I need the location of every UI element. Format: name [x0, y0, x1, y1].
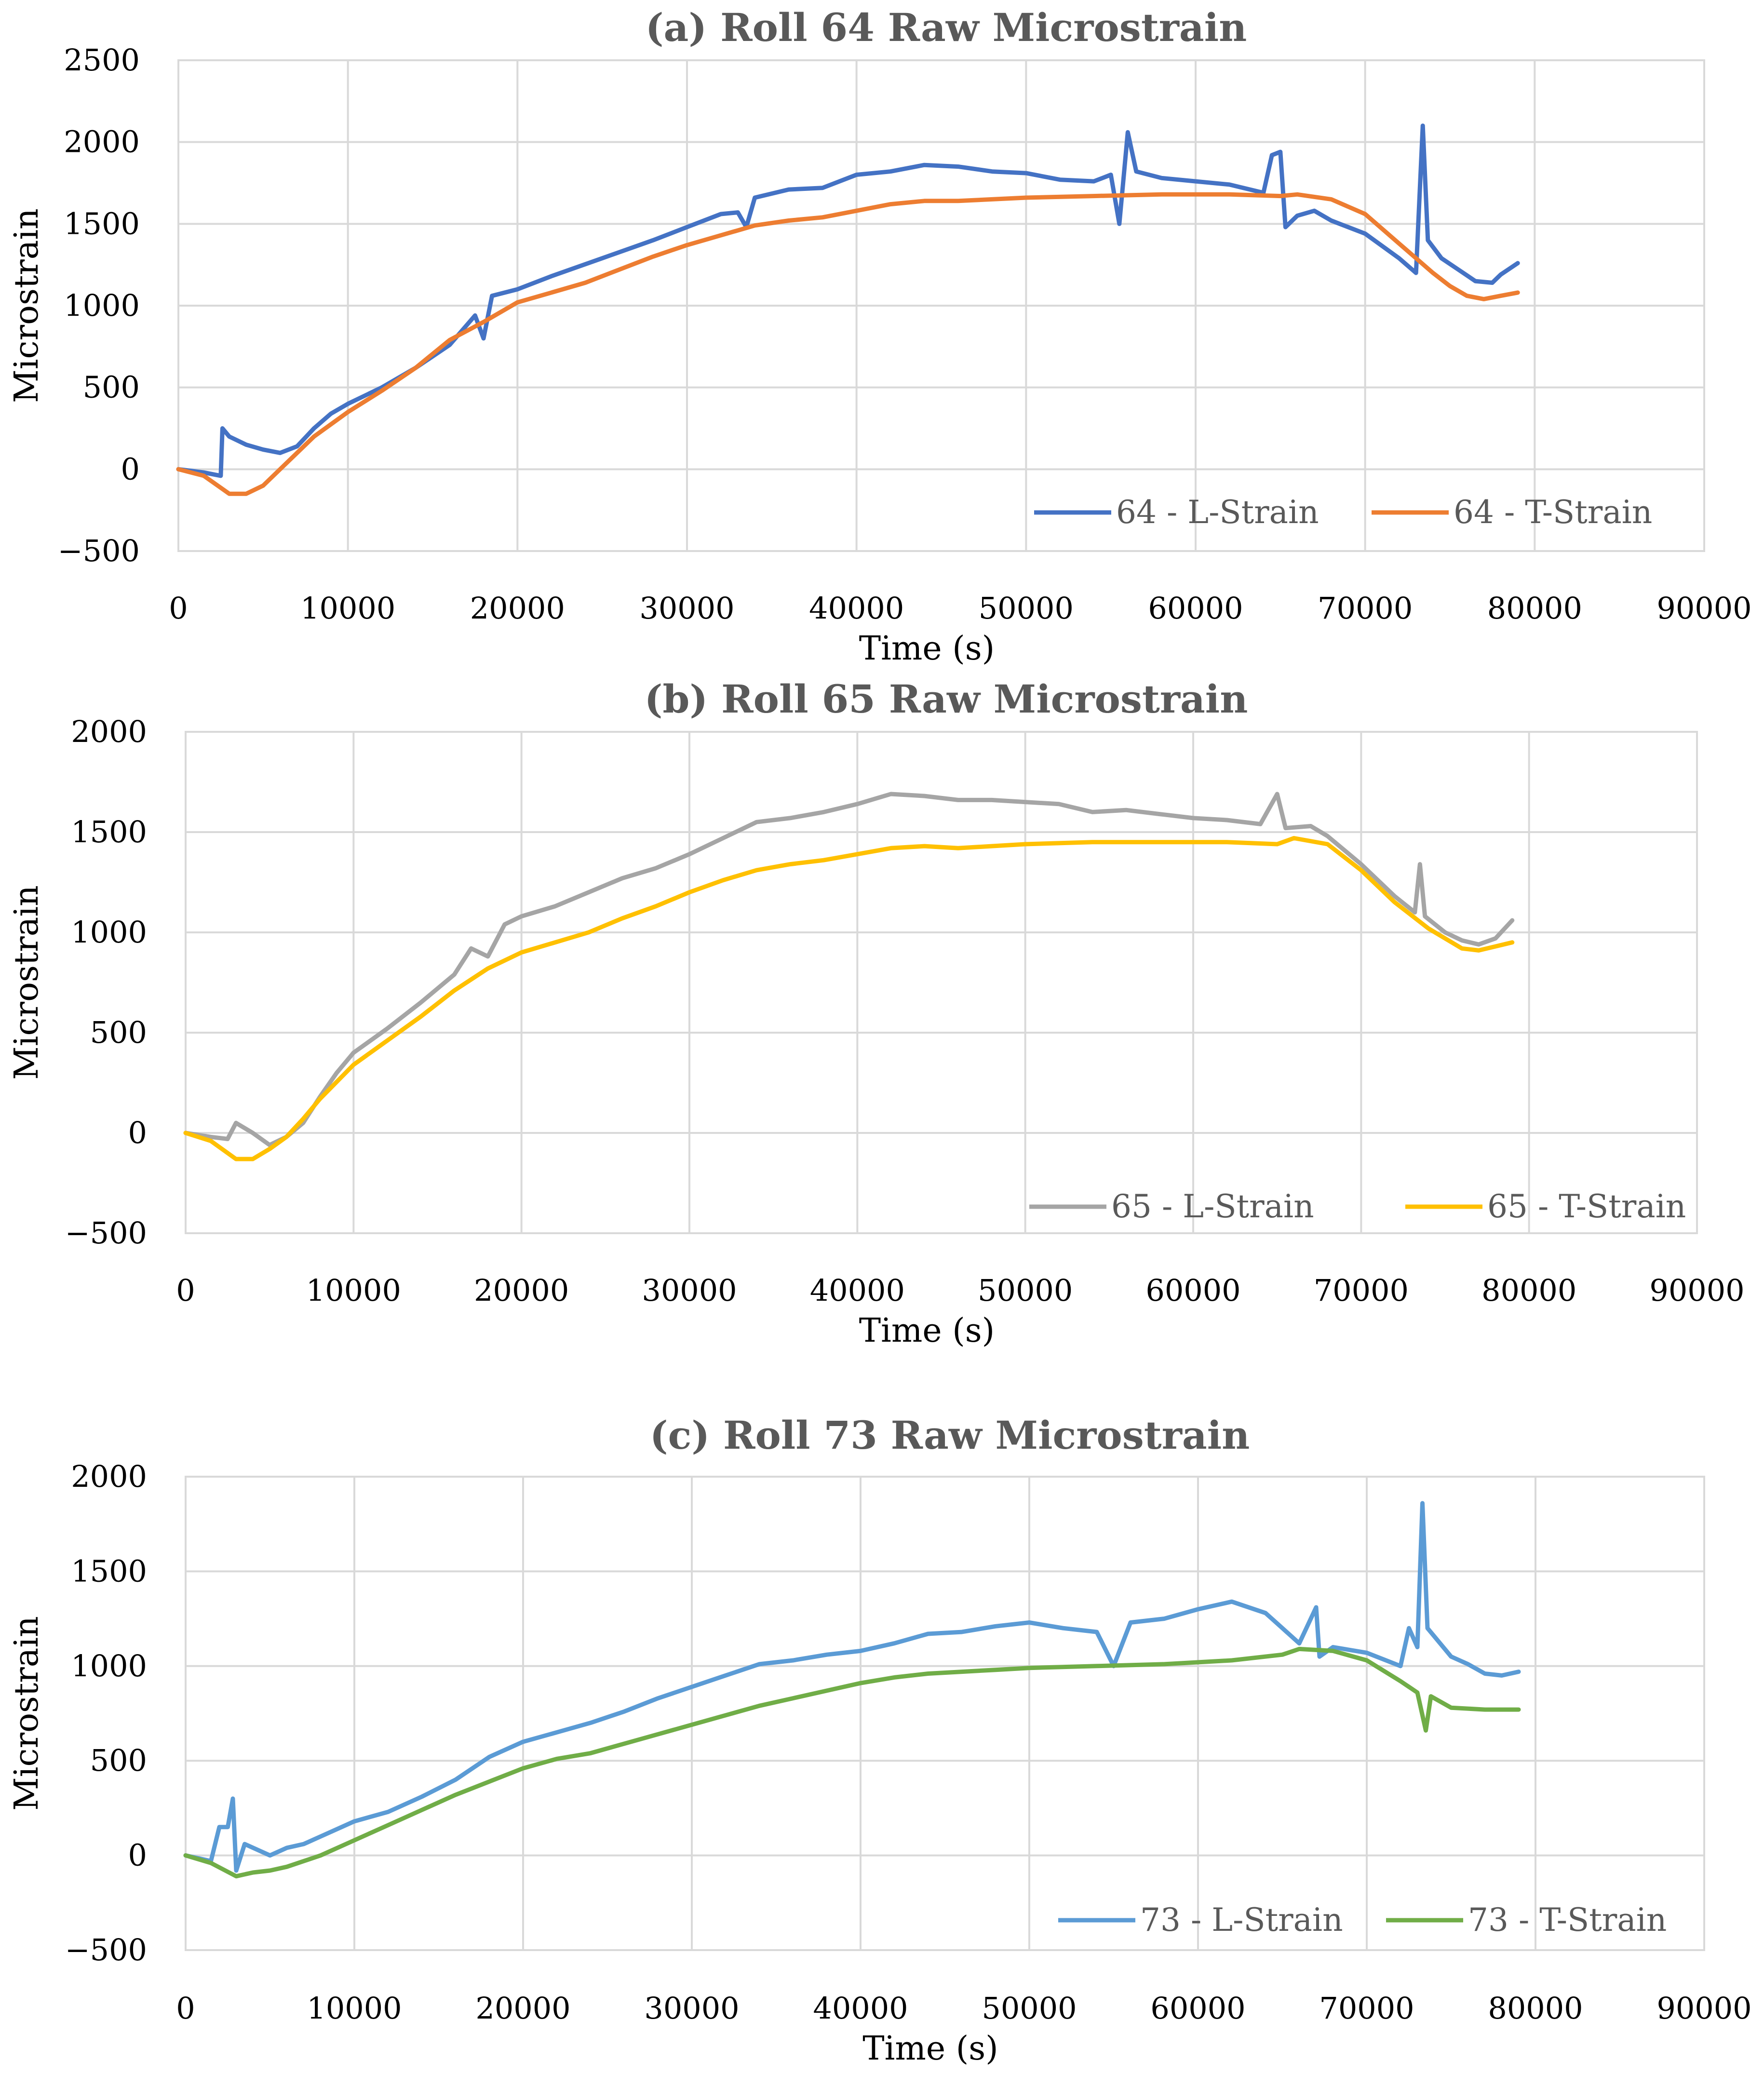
x-tick-label: 70000: [1318, 591, 1413, 626]
x-tick-label: 40000: [810, 1273, 905, 1308]
legend-label: 73 - T-Strain: [1468, 1901, 1667, 1939]
y-tick-label: −500: [65, 1215, 147, 1251]
x-tick-label: 20000: [475, 1991, 570, 2026]
x-tick-label: 0: [176, 1991, 195, 2026]
x-tick-label: 10000: [307, 1991, 402, 2026]
y-tick-label: 2000: [64, 124, 140, 160]
series-line-l-strain: [183, 1501, 1521, 1873]
series-line-t-strain: [176, 192, 1520, 496]
x-tick-label: 60000: [1150, 1991, 1245, 2026]
x-tick-label: 80000: [1481, 1273, 1576, 1308]
plot-area-frame: [185, 1476, 1705, 1951]
y-tick-label: 1500: [64, 206, 140, 241]
chart-panel-0: (a) Roll 64 Raw Microstrain 2500 2000 1500 1…: [8, 5, 1752, 668]
x-tick-label: 90000: [1649, 1273, 1744, 1308]
x-tick-label: 50000: [979, 591, 1074, 626]
y-tick-label: 0: [128, 1115, 147, 1150]
y-tick-label: 1000: [71, 1648, 147, 1683]
x-tick-label: 60000: [1145, 1273, 1240, 1308]
y-tick-label: 500: [90, 1015, 147, 1050]
x-tick-label: 10000: [306, 1273, 401, 1308]
x-tick-label: 30000: [644, 1991, 739, 2026]
y-tick-label: −500: [65, 1932, 147, 1967]
y-tick-label: 0: [128, 1838, 147, 1873]
chart-title: (c) Roll 73 Raw Microstrain: [650, 1413, 1250, 1458]
series-line-l-strain: [176, 123, 1520, 478]
x-tick-label: 50000: [978, 1273, 1073, 1308]
y-tick-label: 500: [83, 370, 140, 405]
y-axis-label: Microstrain: [8, 1616, 46, 1811]
x-tick-label: 10000: [300, 591, 395, 626]
x-tick-label: 20000: [470, 591, 565, 626]
x-tick-label: 40000: [809, 591, 904, 626]
y-tick-label: 1500: [71, 814, 147, 849]
y-tick-label: 2000: [71, 1459, 147, 1494]
x-axis-label: Time (s): [859, 1312, 995, 1350]
legend-label: 73 - L-Strain: [1140, 1901, 1343, 1939]
y-tick-label: −500: [58, 533, 140, 568]
x-tick-label: 70000: [1319, 1991, 1414, 2026]
x-tick-label: 20000: [474, 1273, 569, 1308]
series-line-t-strain: [183, 1646, 1521, 1879]
y-tick-label: 0: [121, 451, 140, 486]
legend-label: 65 - T-Strain: [1487, 1188, 1686, 1225]
y-tick-label: 500: [90, 1743, 147, 1778]
chart-title: (b) Roll 65 Raw Microstrain: [645, 676, 1248, 722]
x-tick-label: 30000: [642, 1273, 737, 1308]
chart-panel-1: (b) Roll 65 Raw Microstrain 2000 1500 1000 5…: [8, 676, 1745, 1350]
y-tick-label: 1000: [64, 288, 140, 323]
x-tick-label: 30000: [639, 591, 734, 626]
legend-label: 64 - L-Strain: [1116, 494, 1319, 531]
x-tick-label: 40000: [813, 1991, 908, 2026]
y-axis-label: Microstrain: [8, 208, 46, 403]
x-tick-label: 90000: [1656, 591, 1751, 626]
y-tick-label: 2500: [64, 42, 140, 78]
x-tick-label: 90000: [1656, 1991, 1751, 2026]
series-line-l-strain: [183, 792, 1515, 1147]
legend-label: 64 - T-Strain: [1454, 494, 1652, 531]
x-tick-label: 60000: [1148, 591, 1243, 626]
plot-area-frame: [177, 59, 1705, 552]
plot-area-frame: [185, 731, 1698, 1234]
x-axis-label: Time (s): [862, 2030, 998, 2068]
y-tick-label: 1000: [71, 915, 147, 950]
y-tick-label: 2000: [71, 714, 147, 749]
x-tick-label: 0: [176, 1273, 195, 1308]
legend-label: 65 - L-Strain: [1111, 1188, 1314, 1225]
x-tick-label: 70000: [1314, 1273, 1409, 1308]
x-tick-label: 80000: [1487, 591, 1582, 626]
y-tick-label: 1500: [71, 1553, 147, 1589]
x-tick-label: 50000: [982, 1991, 1077, 2026]
x-axis-label: Time (s): [859, 630, 995, 668]
chart-panel-2: (c) Roll 73 Raw Microstrain 2000 1500 1000 5…: [8, 1413, 1752, 2068]
series-line-t-strain: [183, 836, 1515, 1161]
x-tick-label: 80000: [1488, 1991, 1583, 2026]
chart-title: (a) Roll 64 Raw Microstrain: [646, 5, 1247, 50]
x-tick-label: 0: [169, 591, 188, 626]
y-axis-label: Microstrain: [8, 885, 46, 1080]
